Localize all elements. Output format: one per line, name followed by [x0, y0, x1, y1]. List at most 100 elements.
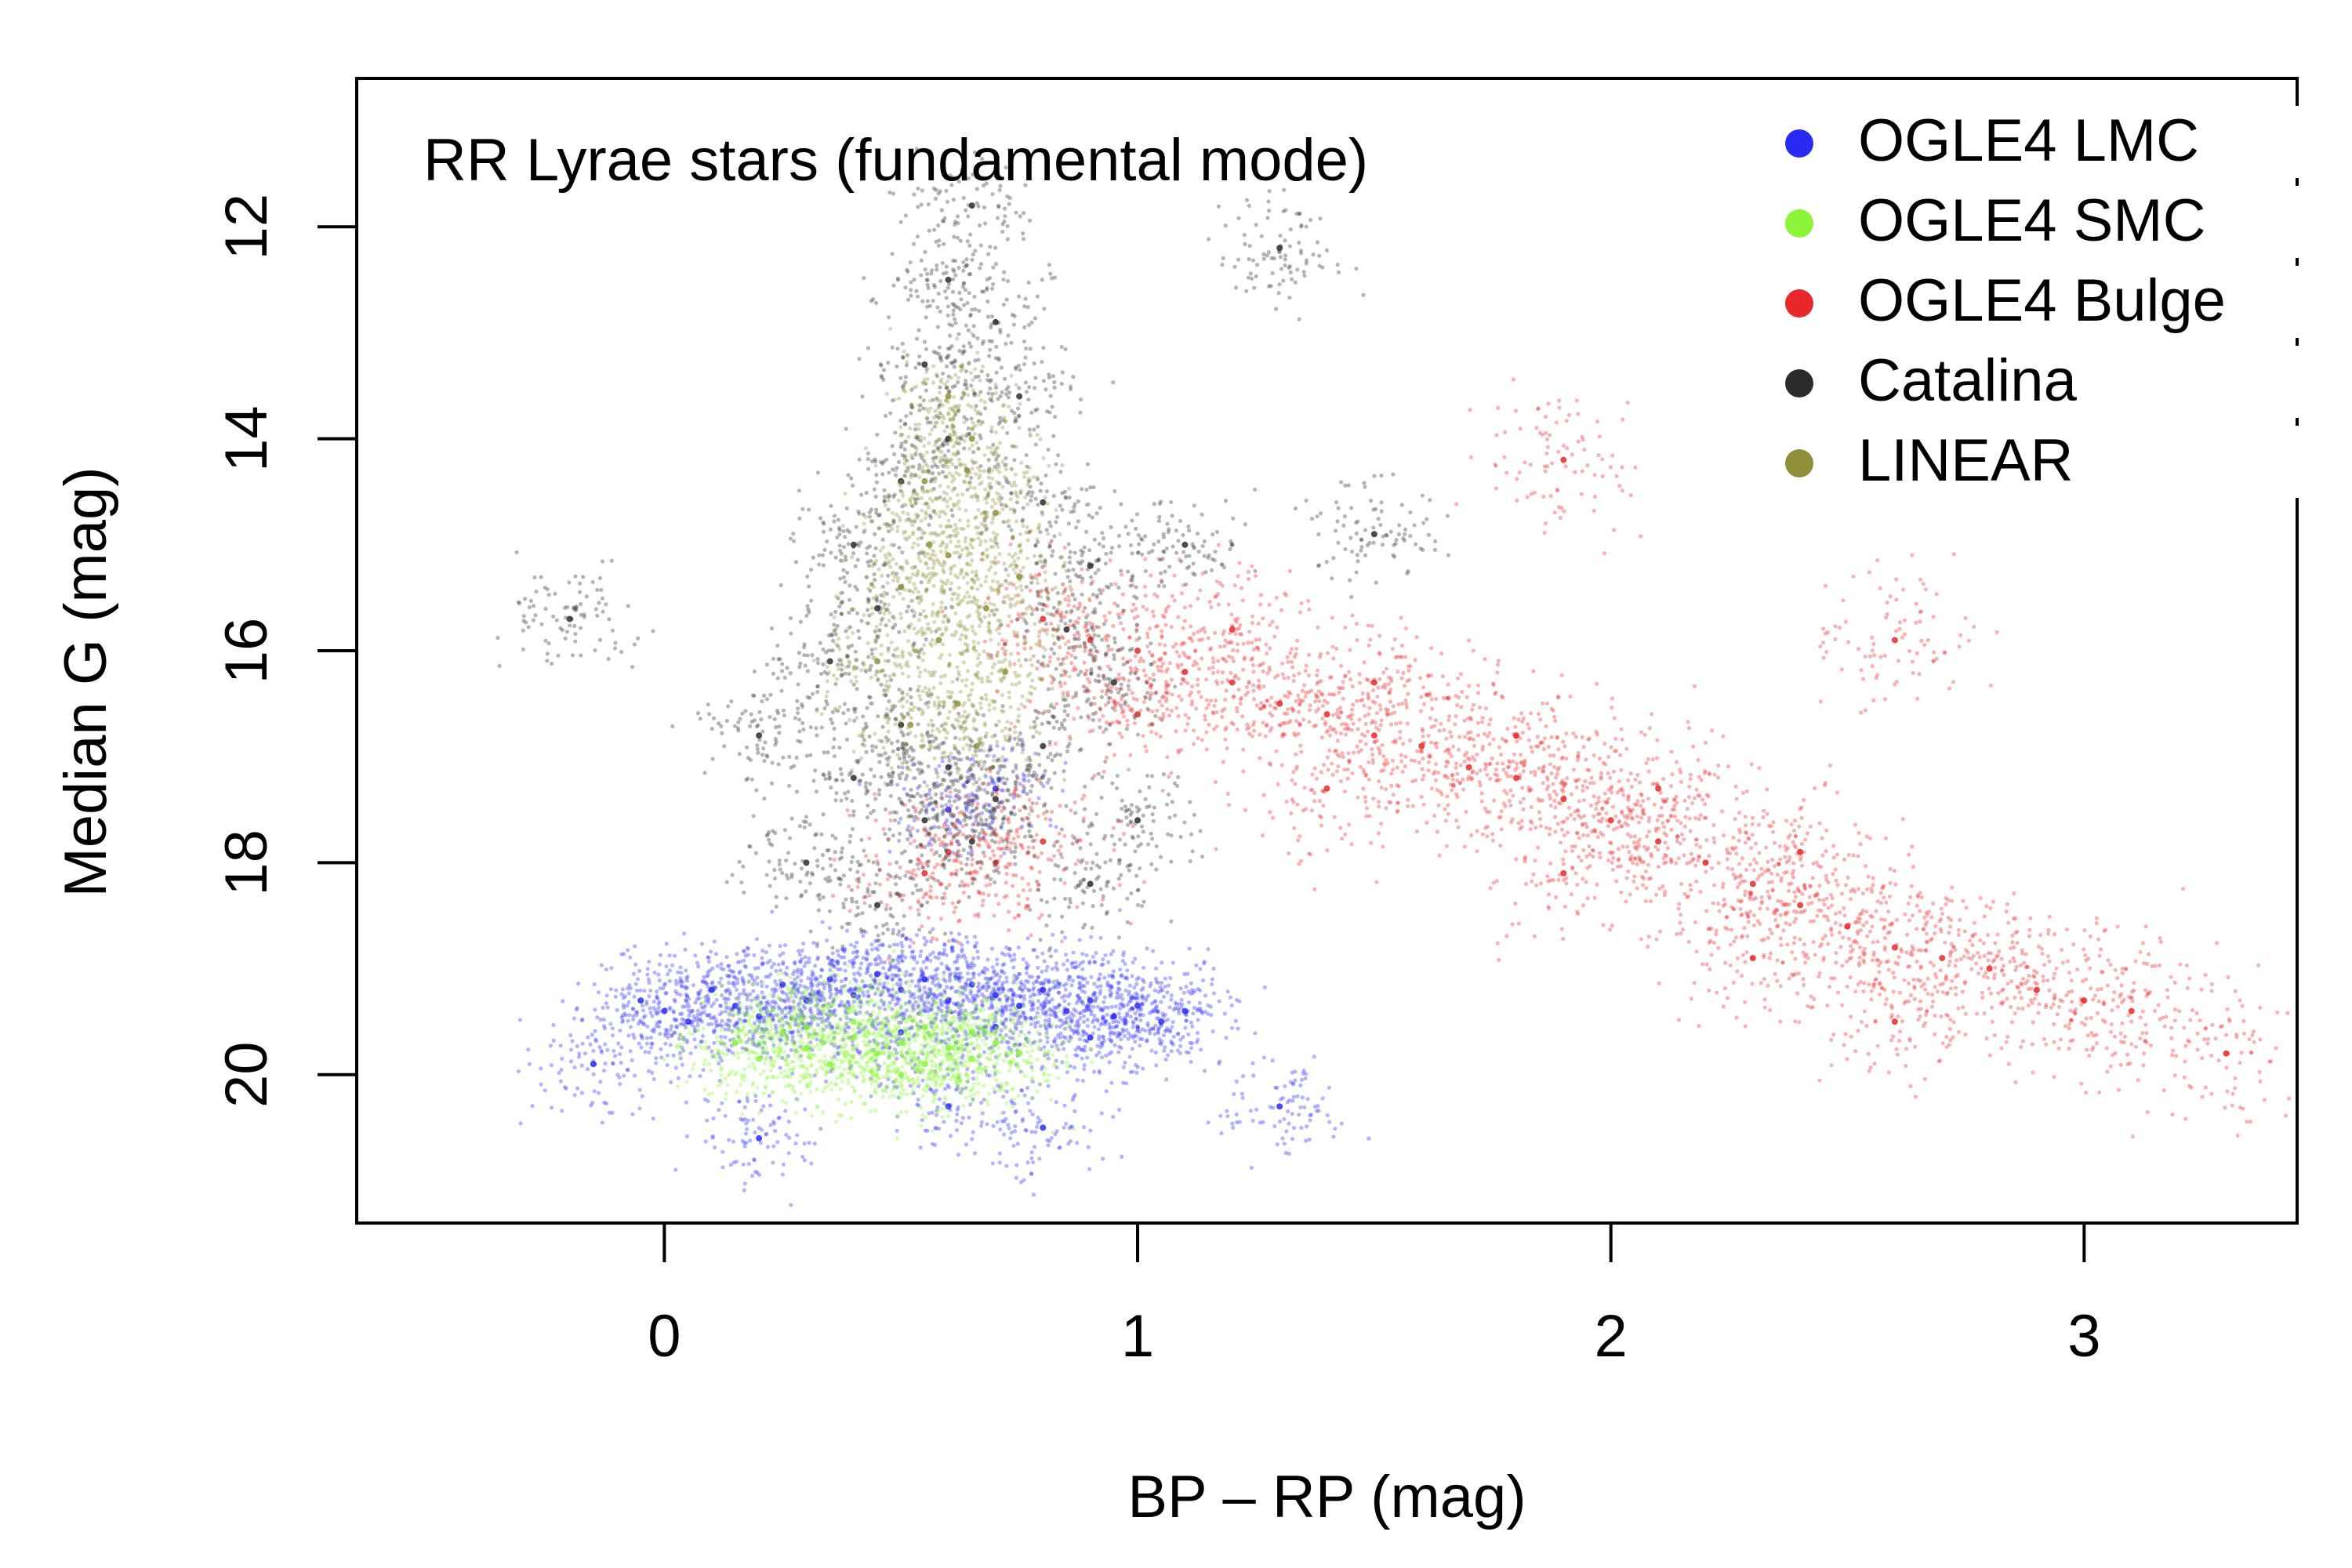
density-dot [644, 1000, 649, 1004]
density-dot [1007, 1036, 1012, 1040]
density-dot [999, 1021, 1004, 1025]
density-dot [680, 1017, 684, 1022]
density-dot [938, 950, 942, 956]
density-dot [916, 1023, 920, 1029]
density-dot [709, 1004, 714, 1008]
density-dot [1004, 1116, 1008, 1121]
density-dot [719, 966, 724, 971]
density-dot [985, 1102, 991, 1107]
density-dot [916, 1070, 920, 1075]
density-dot [767, 1002, 771, 1007]
density-dot [692, 1029, 697, 1033]
density-dot [737, 1000, 742, 1005]
density-dot [1060, 788, 1065, 793]
density-dot [1111, 1114, 1116, 1120]
density-dot [1016, 612, 1021, 617]
density-dot [829, 984, 834, 989]
density-dot [868, 1013, 873, 1018]
density-dot [645, 1024, 650, 1029]
density-dot [603, 1042, 608, 1047]
density-dot [613, 994, 618, 999]
density-dot [795, 970, 800, 975]
density-dot [1004, 1017, 1009, 1022]
density-dot [805, 999, 810, 1004]
density-dot [870, 1023, 875, 1028]
density-dot [1064, 1121, 1069, 1127]
density-dot [1050, 1044, 1054, 1049]
density-dot [687, 996, 691, 1001]
density-dot [776, 1004, 781, 1009]
density-dot [852, 1088, 857, 1093]
density-dot [896, 954, 901, 959]
density-dot [855, 949, 860, 954]
density-dot [949, 971, 953, 976]
density-dot [934, 1079, 938, 1083]
density-dot [1169, 997, 1174, 1002]
density-dot [1017, 1004, 1022, 1009]
density-dot [999, 1111, 1004, 1116]
density-dot [1225, 1114, 1230, 1119]
density-dot [669, 1024, 674, 1029]
density-dot [797, 1015, 802, 1020]
density-dot [964, 804, 968, 810]
density-dot [644, 1002, 649, 1007]
density-dot [684, 1100, 688, 1105]
density-dot [603, 1062, 608, 1066]
density-dot [753, 966, 757, 971]
density-dot [884, 1073, 889, 1077]
density-dot [1080, 1078, 1085, 1083]
density-dot [734, 987, 739, 993]
density-dot [805, 1084, 810, 1089]
density-dot [736, 1034, 741, 1040]
density-dot [884, 975, 888, 979]
density-dot [805, 985, 810, 991]
density-dot [1290, 1070, 1294, 1075]
density-dot [775, 1140, 780, 1145]
density-dot [1297, 1112, 1301, 1117]
density-dot [945, 966, 949, 971]
density-dot [720, 1101, 724, 1105]
density-dot [926, 1009, 931, 1014]
density-dot [886, 1063, 891, 1069]
density-dot [861, 1074, 866, 1079]
density-dot [873, 1000, 879, 1006]
density-dot [855, 1025, 860, 1030]
density-dot [844, 1006, 849, 1011]
density-dot [777, 1024, 782, 1029]
density-dot [869, 976, 875, 981]
density-dot [850, 1066, 855, 1072]
density-dot [1104, 1089, 1109, 1094]
density-dot [728, 973, 732, 978]
density-dot [942, 1049, 946, 1054]
density-dot [726, 1018, 731, 1022]
density-dot [1290, 1137, 1295, 1142]
density-dot [789, 986, 793, 991]
density-dot [900, 959, 905, 964]
density-dot [960, 1003, 964, 1007]
density-dot [800, 991, 805, 996]
density-dot [1036, 975, 1040, 980]
density-dot [784, 1132, 789, 1138]
density-dot [1121, 1065, 1126, 1069]
density-dot [866, 984, 871, 989]
density-dot [918, 1012, 923, 1017]
density-dot [1112, 1043, 1117, 1047]
density-dot [906, 1051, 910, 1056]
density-dot [746, 1029, 751, 1035]
density-dot [727, 1011, 731, 1017]
density-dot [884, 1083, 889, 1088]
density-dot [723, 1113, 728, 1118]
density-dot [764, 1024, 768, 1029]
density-dot [895, 932, 901, 937]
density-dot [633, 982, 638, 986]
density-dot [1106, 960, 1111, 964]
density-dot [992, 753, 996, 759]
density-dot [636, 1022, 641, 1026]
density-dot [791, 1087, 796, 1092]
density-dot [746, 1037, 751, 1042]
density-dot [724, 1096, 728, 1101]
density-dot [1048, 818, 1053, 822]
density-dot [1130, 974, 1134, 978]
density-dot [1025, 1101, 1031, 1105]
density-dot [1082, 1019, 1087, 1024]
